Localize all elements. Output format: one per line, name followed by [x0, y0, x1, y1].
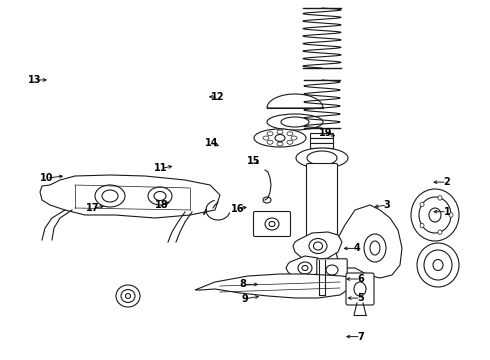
- Text: 14: 14: [205, 138, 219, 148]
- Ellipse shape: [424, 250, 452, 280]
- Ellipse shape: [275, 135, 285, 141]
- FancyBboxPatch shape: [311, 139, 334, 144]
- Text: 16: 16: [231, 204, 245, 214]
- Text: 3: 3: [384, 200, 391, 210]
- Ellipse shape: [277, 130, 283, 134]
- Ellipse shape: [263, 197, 271, 203]
- Text: 4: 4: [353, 243, 360, 253]
- Text: 5: 5: [357, 293, 364, 303]
- Text: 12: 12: [211, 92, 225, 102]
- Ellipse shape: [438, 230, 442, 234]
- FancyBboxPatch shape: [311, 148, 334, 153]
- Text: 1: 1: [443, 207, 450, 217]
- Ellipse shape: [438, 195, 442, 200]
- Ellipse shape: [449, 213, 453, 217]
- FancyBboxPatch shape: [307, 163, 338, 261]
- Ellipse shape: [307, 151, 337, 165]
- Ellipse shape: [417, 243, 459, 287]
- Ellipse shape: [269, 221, 275, 226]
- Ellipse shape: [154, 192, 166, 201]
- Text: 13: 13: [27, 75, 41, 85]
- Polygon shape: [40, 175, 220, 218]
- Text: 7: 7: [357, 332, 364, 342]
- Text: 15: 15: [247, 156, 261, 166]
- Ellipse shape: [296, 148, 348, 168]
- Text: 19: 19: [319, 128, 333, 138]
- FancyBboxPatch shape: [311, 134, 334, 139]
- Ellipse shape: [411, 189, 459, 241]
- Text: 2: 2: [443, 177, 450, 187]
- Ellipse shape: [277, 142, 283, 146]
- FancyBboxPatch shape: [311, 144, 334, 148]
- Ellipse shape: [95, 185, 125, 207]
- Ellipse shape: [314, 242, 322, 250]
- Ellipse shape: [125, 293, 130, 298]
- Ellipse shape: [254, 129, 306, 147]
- Text: 9: 9: [242, 294, 248, 304]
- FancyBboxPatch shape: [317, 259, 347, 281]
- Ellipse shape: [281, 117, 309, 127]
- Ellipse shape: [433, 260, 443, 270]
- Ellipse shape: [364, 234, 386, 262]
- Ellipse shape: [267, 140, 273, 144]
- Text: 10: 10: [40, 173, 53, 183]
- Ellipse shape: [263, 136, 269, 140]
- Ellipse shape: [121, 289, 135, 302]
- Ellipse shape: [291, 136, 297, 140]
- Ellipse shape: [298, 262, 312, 274]
- Text: 18: 18: [155, 200, 169, 210]
- Ellipse shape: [309, 238, 327, 253]
- Text: 6: 6: [357, 274, 364, 284]
- Ellipse shape: [419, 197, 451, 233]
- Text: 8: 8: [239, 279, 246, 289]
- Ellipse shape: [287, 132, 293, 136]
- Ellipse shape: [429, 208, 441, 222]
- Ellipse shape: [326, 265, 338, 275]
- Ellipse shape: [265, 218, 279, 230]
- Ellipse shape: [267, 132, 273, 136]
- Polygon shape: [286, 256, 322, 278]
- Ellipse shape: [102, 190, 118, 202]
- Text: 11: 11: [154, 163, 168, 174]
- FancyBboxPatch shape: [346, 273, 374, 305]
- Ellipse shape: [354, 282, 366, 296]
- Ellipse shape: [116, 285, 140, 307]
- Ellipse shape: [420, 202, 424, 207]
- Ellipse shape: [267, 114, 323, 130]
- Ellipse shape: [370, 241, 380, 255]
- Ellipse shape: [287, 140, 293, 144]
- Polygon shape: [293, 232, 342, 260]
- FancyBboxPatch shape: [253, 211, 291, 237]
- Polygon shape: [335, 205, 402, 278]
- Ellipse shape: [302, 266, 308, 270]
- Ellipse shape: [420, 223, 424, 228]
- Text: 17: 17: [86, 203, 100, 213]
- Polygon shape: [267, 94, 323, 108]
- Ellipse shape: [148, 187, 172, 205]
- Polygon shape: [195, 274, 355, 298]
